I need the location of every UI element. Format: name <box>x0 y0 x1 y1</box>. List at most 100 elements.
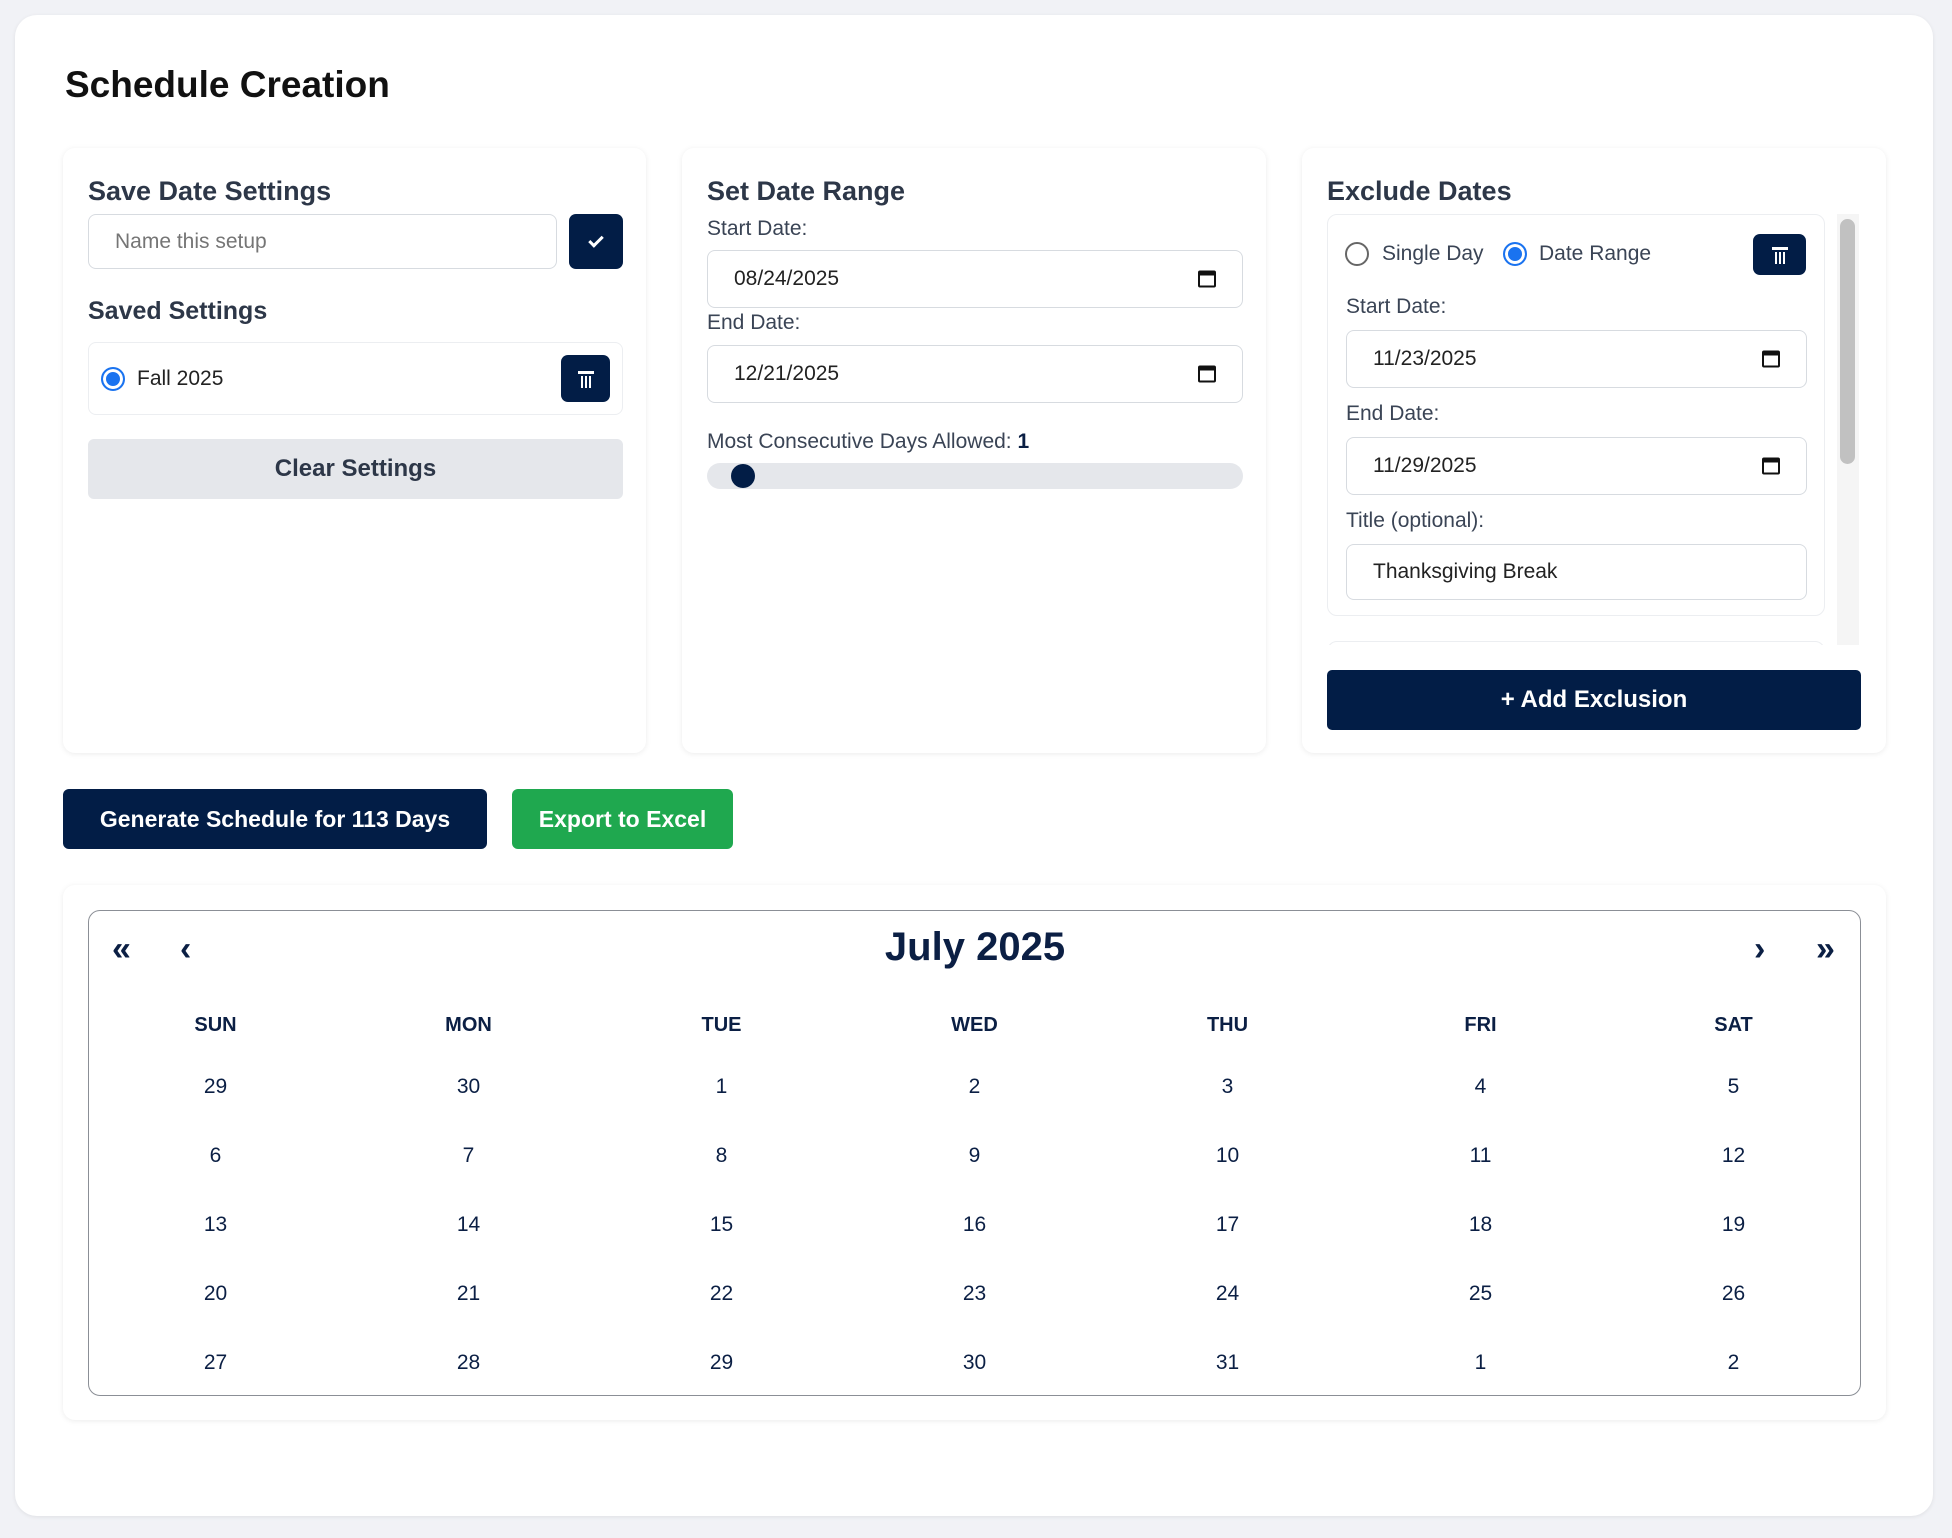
calendar-day[interactable]: 28 <box>456 1351 481 1374</box>
calendar-day[interactable]: 19 <box>1721 1213 1746 1236</box>
calendar-day[interactable]: 14 <box>456 1213 481 1236</box>
saved-settings-heading: Saved Settings <box>88 297 268 325</box>
next-year-button[interactable]: » <box>1816 930 1835 968</box>
calendar-day[interactable]: 8 <box>715 1144 728 1167</box>
weekday-sun: SUN <box>194 1014 237 1036</box>
calendar-day[interactable]: 5 <box>1727 1075 1740 1098</box>
saved-setting-item[interactable]: Fall 2025 <box>88 342 623 415</box>
exclusion-end-input[interactable]: 11/29/2025 <box>1346 437 1807 495</box>
calendar-day[interactable]: 12 <box>1721 1144 1746 1167</box>
weekday-fri: FRI <box>1464 1014 1497 1036</box>
exclusion-end-label: End Date: <box>1346 402 1440 425</box>
save-setup-button[interactable] <box>569 214 623 269</box>
calendar-day[interactable]: 7 <box>462 1144 475 1167</box>
calendar-day[interactable]: 6 <box>209 1144 222 1167</box>
calendar <box>88 910 1861 1396</box>
generate-schedule-button[interactable]: Generate Schedule for 113 Days <box>63 789 487 849</box>
calendar-month-label: July 2025 <box>884 925 1066 969</box>
calendar-day[interactable]: 1 <box>715 1075 728 1098</box>
prev-month-button[interactable]: ‹ <box>180 930 192 968</box>
calendar-icon[interactable] <box>1198 365 1216 383</box>
exclusion-title-input[interactable]: Thanksgiving Break <box>1346 544 1807 600</box>
calendar-day[interactable]: 30 <box>456 1075 481 1098</box>
calendar-day[interactable]: 2 <box>1727 1351 1740 1374</box>
weekday-sat: SAT <box>1714 1014 1753 1036</box>
exclude-dates-heading: Exclude Dates <box>1327 176 1512 206</box>
trash-icon <box>1771 246 1788 264</box>
page-title: Schedule Creation <box>65 64 390 105</box>
calendar-day[interactable]: 3 <box>1221 1075 1234 1098</box>
calendar-day[interactable]: 23 <box>962 1282 987 1305</box>
check-icon <box>588 231 604 248</box>
calendar-day[interactable]: 16 <box>962 1213 987 1236</box>
start-date-label: Start Date: <box>707 217 808 240</box>
end-date-input[interactable]: 12/21/2025 <box>707 345 1243 403</box>
clear-settings-button[interactable]: Clear Settings <box>88 439 623 499</box>
scrollbar-track[interactable] <box>1837 214 1859 645</box>
save-settings-heading: Save Date Settings <box>88 176 332 206</box>
next-month-button[interactable]: › <box>1754 930 1766 968</box>
date-range-radio[interactable] <box>1503 242 1527 266</box>
setup-name-input[interactable] <box>88 214 557 269</box>
calendar-icon[interactable] <box>1198 270 1216 288</box>
calendar-day[interactable]: 15 <box>709 1213 734 1236</box>
weekday-thu: THU <box>1206 1014 1249 1036</box>
single-day-radio[interactable] <box>1345 242 1369 266</box>
saved-setting-label: Fall 2025 <box>137 367 224 390</box>
calendar-day[interactable]: 26 <box>1721 1282 1746 1305</box>
weekday-header-row: SUN MON TUE WED THU FRI SAT <box>89 1014 1860 1037</box>
calendar-day[interactable]: 27 <box>203 1351 228 1374</box>
weekday-tue: TUE <box>701 1014 742 1036</box>
exclusion-title-value: Thanksgiving Break <box>1373 560 1558 583</box>
calendar-day[interactable]: 22 <box>709 1282 734 1305</box>
calendar-day[interactable]: 29 <box>203 1075 228 1098</box>
prev-year-button[interactable]: « <box>112 930 131 968</box>
saved-setting-radio[interactable] <box>101 367 125 391</box>
scrollbar-thumb[interactable] <box>1840 219 1855 464</box>
delete-exclusion-button[interactable] <box>1753 234 1806 275</box>
exclusion-start-label: Start Date: <box>1346 295 1447 318</box>
date-range-heading: Set Date Range <box>707 176 906 206</box>
exclusion-card: Single Day Date Range Start Date: 11/23/… <box>1327 214 1825 616</box>
weekday-wed: WED <box>951 1014 998 1036</box>
exclusion-start-input[interactable]: 11/23/2025 <box>1346 330 1807 388</box>
calendar-day[interactable]: 11 <box>1469 1144 1492 1167</box>
trash-icon <box>577 370 594 388</box>
consecutive-days-label: Most Consecutive Days Allowed: 1 <box>707 430 1030 453</box>
consecutive-days-value: 1 <box>1017 430 1030 453</box>
calendar-day[interactable]: 30 <box>962 1351 987 1374</box>
exclusion-card <box>1327 641 1825 645</box>
date-range-label: Date Range <box>1539 242 1652 265</box>
calendar-day[interactable]: 18 <box>1468 1213 1493 1236</box>
calendar-icon[interactable] <box>1762 457 1780 475</box>
slider-thumb[interactable] <box>731 464 755 488</box>
add-exclusion-button[interactable]: + Add Exclusion <box>1327 670 1861 730</box>
calendar-day[interactable]: 21 <box>456 1282 481 1305</box>
calendar-card <box>63 885 1886 1420</box>
end-date-value: 12/21/2025 <box>734 362 840 385</box>
delete-saved-setting-button[interactable] <box>561 355 610 402</box>
calendar-day[interactable]: 1 <box>1474 1351 1487 1374</box>
exclusions-list[interactable]: Single Day Date Range Start Date: 11/23/… <box>1327 214 1861 645</box>
exclusion-start-value: 11/23/2025 <box>1373 347 1477 370</box>
calendar-day[interactable]: 29 <box>709 1351 734 1374</box>
calendar-day[interactable]: 2 <box>968 1075 981 1098</box>
calendar-day[interactable]: 25 <box>1468 1282 1493 1305</box>
start-date-input[interactable]: 08/24/2025 <box>707 250 1243 308</box>
calendar-day[interactable]: 31 <box>1215 1351 1240 1374</box>
calendar-day[interactable]: 9 <box>968 1144 981 1167</box>
consecutive-days-slider[interactable] <box>707 463 1243 489</box>
calendar-day[interactable]: 17 <box>1215 1213 1240 1236</box>
calendar-day[interactable]: 13 <box>203 1213 228 1236</box>
export-excel-button[interactable]: Export to Excel <box>512 789 733 849</box>
exclusion-end-value: 11/29/2025 <box>1373 454 1477 477</box>
start-date-value: 08/24/2025 <box>734 267 840 290</box>
calendar-days: 29 30 1 2 3 4 5 6 7 8 9 10 11 12 13 14 15 16 17 18 19 20 21 22 2… <box>89 1075 1860 1420</box>
exclusion-title-label: Title (optional): <box>1346 509 1485 532</box>
calendar-icon[interactable] <box>1762 350 1780 368</box>
calendar-day[interactable]: 20 <box>203 1282 228 1305</box>
calendar-day[interactable]: 4 <box>1474 1075 1487 1098</box>
calendar-day[interactable]: 10 <box>1215 1144 1240 1167</box>
weekday-mon: MON <box>445 1014 492 1036</box>
calendar-day[interactable]: 24 <box>1215 1282 1240 1305</box>
